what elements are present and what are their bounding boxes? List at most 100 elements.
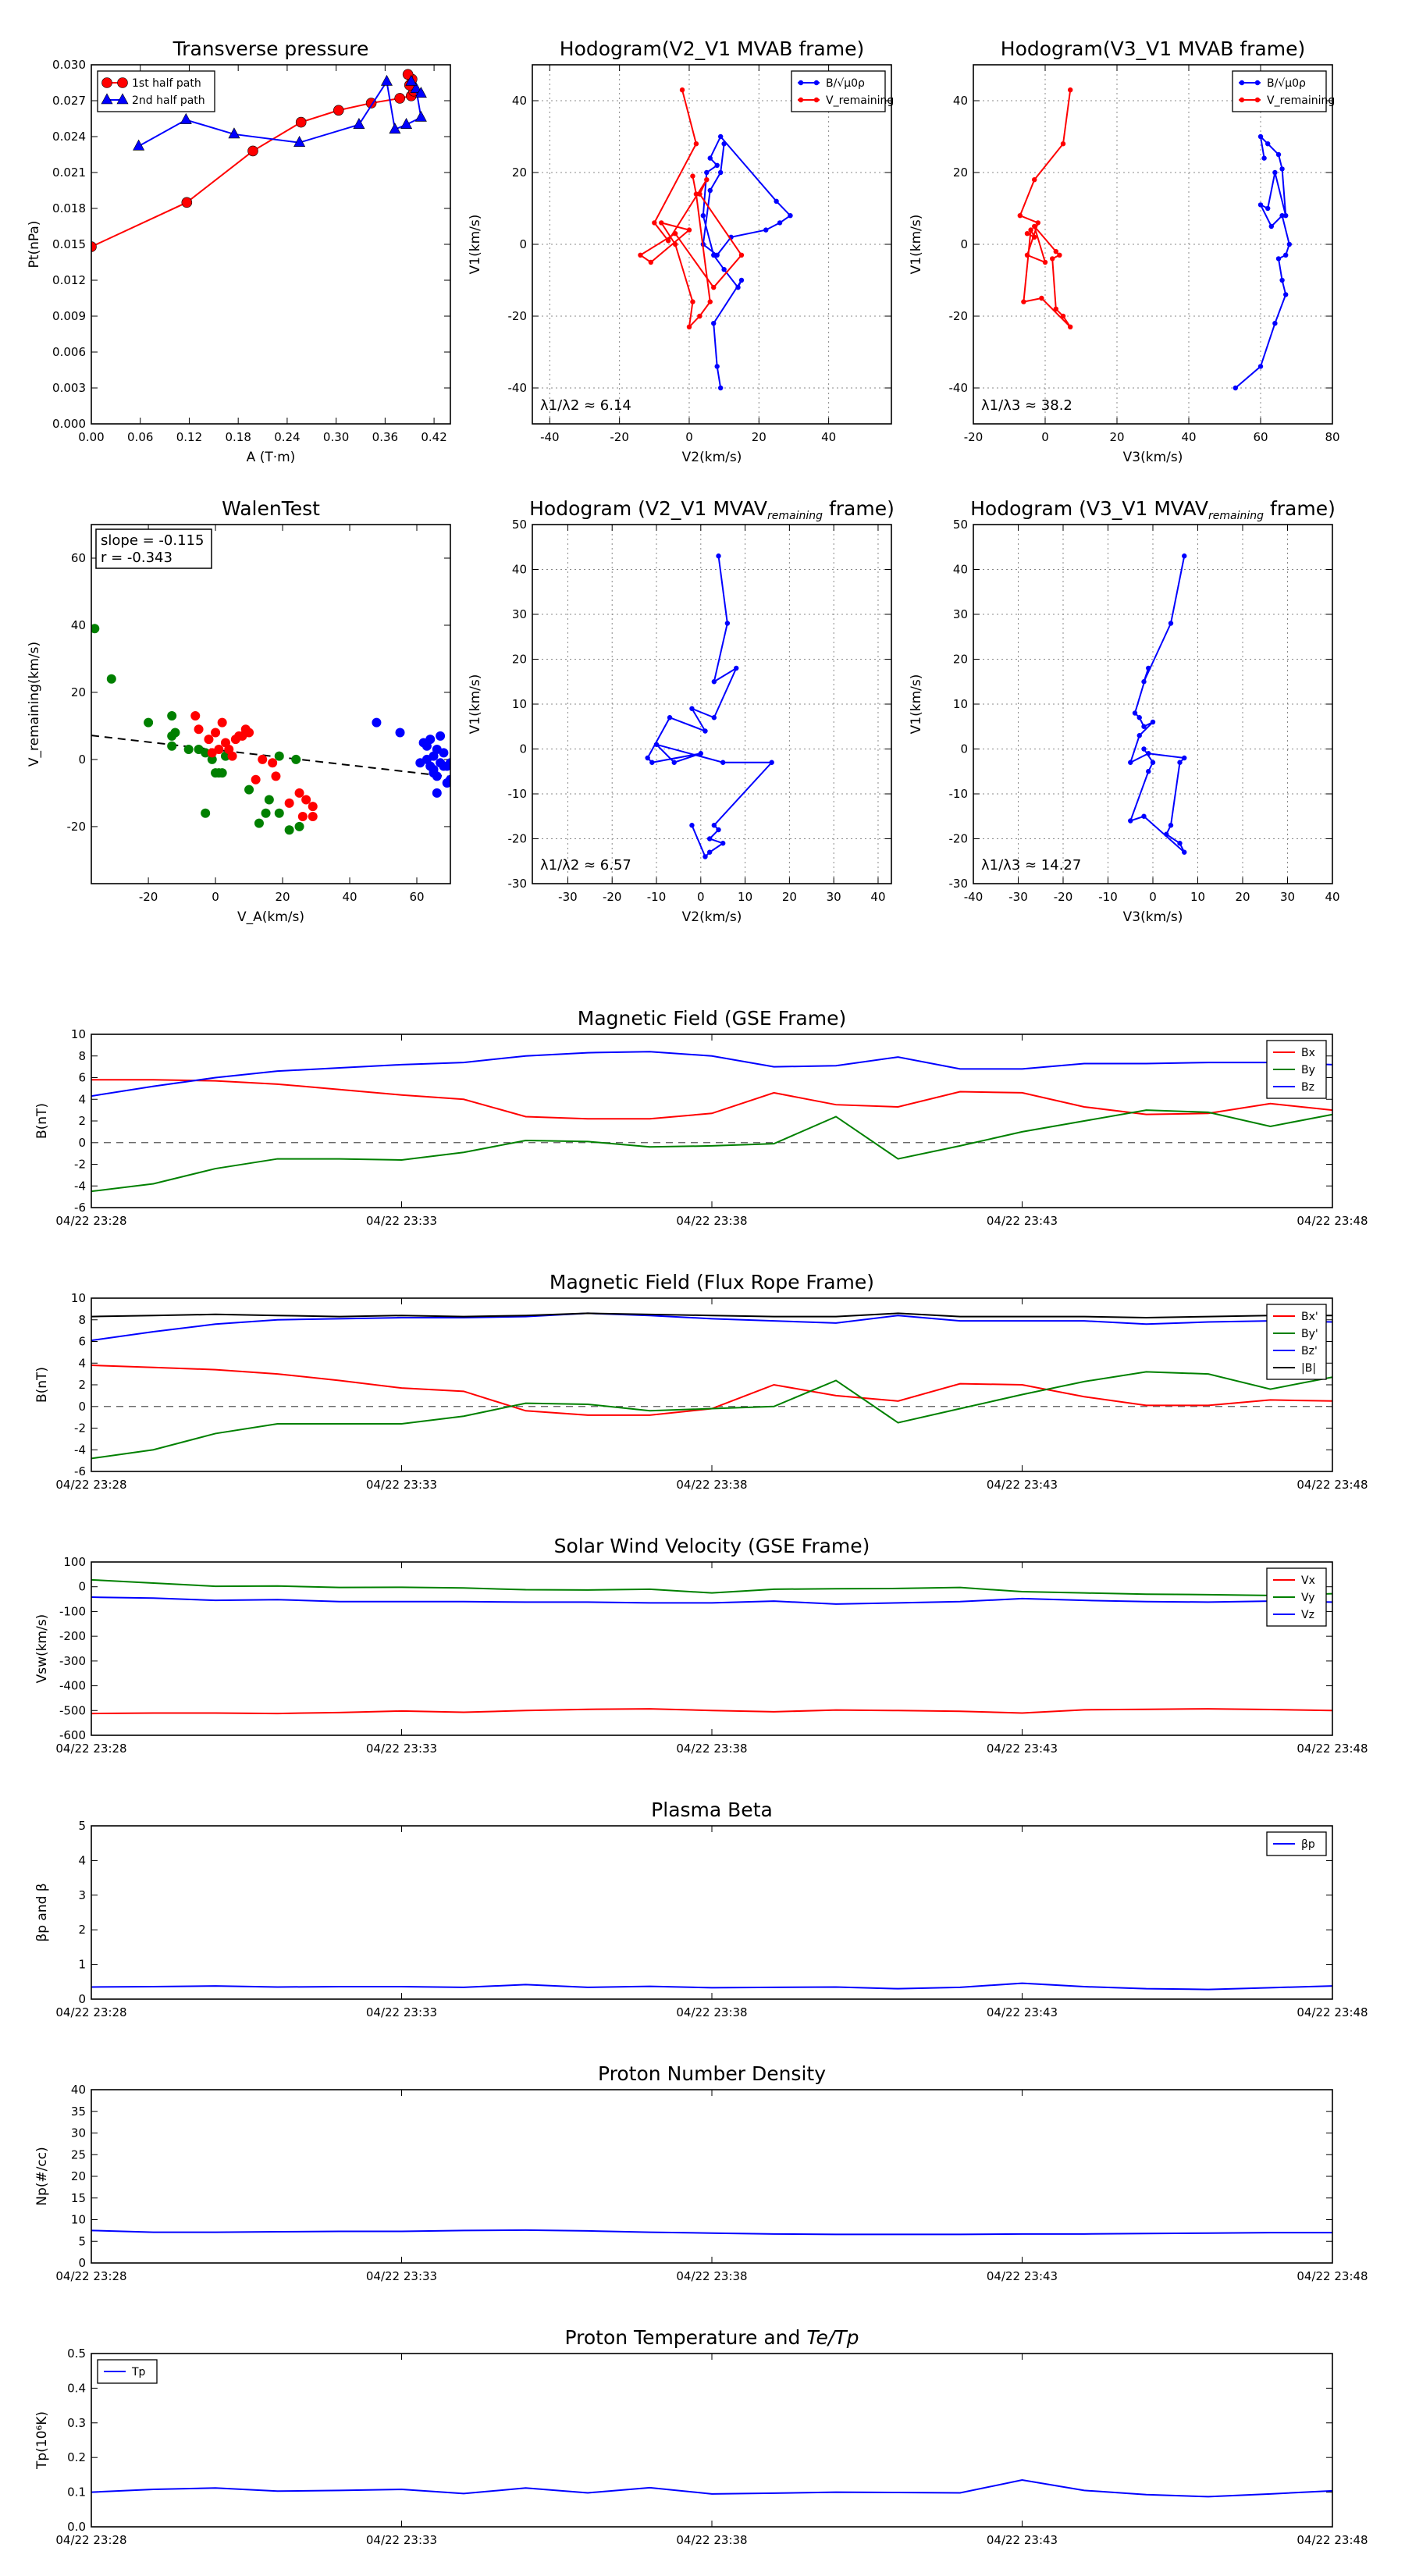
data-point	[763, 227, 769, 233]
y-axis-label: V1(km/s)	[909, 674, 924, 735]
scatter-point	[91, 624, 100, 634]
data-point	[686, 227, 692, 233]
data-point	[333, 105, 344, 116]
x-tick-label: 04/22 23:33	[366, 2005, 437, 2019]
y-tick-label: 6	[78, 1335, 86, 1349]
annotation-line: slope = -0.115	[101, 532, 204, 549]
data-point	[91, 241, 97, 252]
legend-marker	[101, 77, 112, 88]
data-point	[738, 252, 745, 258]
y-tick-label: 15	[71, 2191, 86, 2205]
scatter-point	[425, 735, 436, 745]
plot-frame	[91, 1825, 1333, 2000]
y-axis-label: V1(km/s)	[909, 215, 924, 275]
data-point	[648, 259, 654, 265]
x-tick-label: -20	[610, 430, 629, 444]
data-point	[711, 285, 717, 290]
x-tick-label: 40	[1325, 890, 1339, 904]
data-point	[228, 127, 240, 139]
x-tick-label: 04/22 23:43	[987, 1742, 1058, 1756]
data-point	[690, 299, 695, 304]
data-point	[769, 760, 774, 765]
data-point	[394, 93, 405, 104]
scatter-point	[439, 748, 449, 758]
chart-title: Plasma Beta	[651, 1799, 773, 1821]
chart-walen-test: WalenTest -20 0 20 40 60 -20 0 20 40 60 V_A(km/s) V_…	[27, 497, 451, 925]
plot-frame	[973, 524, 1333, 884]
series-group	[91, 1312, 1332, 1460]
y-tick-label: 10	[953, 697, 968, 711]
chart-title: Hodogram(V3_V1 MVAB frame)	[1001, 37, 1305, 60]
x-tick-label: 60	[1253, 430, 1268, 444]
chart-proton-number-density: Proton Number Density 04/22 23:28 04/22 23…	[34, 2062, 1368, 2283]
series-line-Vy	[91, 1578, 1332, 1596]
series-line-B/√μ0ρ	[1235, 134, 1290, 389]
scatter-point	[244, 728, 254, 738]
scatter-point	[227, 751, 237, 761]
data-point	[638, 252, 643, 258]
y-tick-label: 20	[71, 685, 86, 699]
scatter-point	[170, 728, 180, 738]
data-point	[653, 742, 660, 747]
scatter-point	[294, 788, 304, 798]
chart-title: Hodogram(V2_V1 MVAB frame)	[560, 37, 864, 60]
x-tick-label: 0	[1041, 430, 1049, 444]
x-tick-label: -40	[964, 890, 984, 904]
data-point	[689, 706, 695, 711]
x-tick-label: 40	[821, 430, 836, 444]
series-group	[91, 624, 450, 835]
series-group	[91, 1051, 1332, 1193]
data-point	[1042, 259, 1048, 265]
legend-marker	[1239, 97, 1245, 103]
y-tick-label: 2	[78, 1378, 86, 1392]
data-point	[672, 241, 678, 247]
y-tick-label: 40	[512, 94, 527, 108]
data-point	[1141, 679, 1147, 685]
x-tick-label: 04/22 23:33	[366, 1214, 437, 1228]
y-tick-label: 30	[953, 607, 968, 621]
x-tick-label: 04/22 23:28	[55, 2005, 126, 2019]
chart-title: Solar Wind Velocity (GSE Frame)	[554, 1535, 870, 1557]
data-point	[645, 755, 650, 761]
y-tick-label: 40	[953, 94, 968, 108]
x-tick-label: -30	[558, 890, 578, 904]
annotation-box	[95, 528, 212, 569]
legend-marker	[117, 77, 128, 88]
data-point	[706, 836, 713, 841]
data-point	[711, 823, 717, 828]
data-point	[1286, 241, 1293, 247]
x-axis-label: V3(km/s)	[1123, 450, 1183, 465]
y-tick-label: 20	[953, 165, 968, 180]
x-tick-label: 04/22 23:38	[676, 2533, 747, 2547]
y-tick-label: 4	[78, 1853, 86, 1867]
series-line-V_remaining	[638, 89, 743, 329]
y-tick-label: -600	[59, 1728, 86, 1742]
data-point	[1136, 733, 1142, 738]
y-tick-label: 3	[78, 1888, 86, 1902]
scatter-point	[308, 802, 318, 812]
data-point	[1146, 769, 1151, 774]
data-point	[721, 141, 727, 147]
x-tick-label: 20	[752, 430, 767, 444]
x-tick-label: 80	[1325, 430, 1339, 444]
data-point	[652, 220, 657, 226]
legend-marker	[798, 97, 804, 103]
data-point	[1268, 223, 1275, 229]
data-point	[400, 118, 413, 129]
chart-title: Magnetic Field (Flux Rope Frame)	[550, 1271, 874, 1293]
data-point	[1168, 621, 1174, 626]
data-point	[414, 87, 427, 98]
data-point	[1232, 385, 1239, 391]
data-point	[1053, 249, 1059, 254]
plot-frame	[973, 64, 1333, 425]
legend-label: Vz	[1301, 1609, 1314, 1621]
data-point	[1272, 321, 1278, 326]
x-tick-label: 04/22 23:33	[366, 2533, 437, 2547]
data-point	[711, 715, 717, 720]
legend-label: By	[1301, 1064, 1315, 1076]
scatter-point	[190, 711, 201, 721]
legend-marker	[1254, 80, 1261, 86]
legend-label: Tp	[131, 2366, 146, 2379]
series-group	[1128, 553, 1187, 855]
scatter-point	[291, 754, 301, 764]
